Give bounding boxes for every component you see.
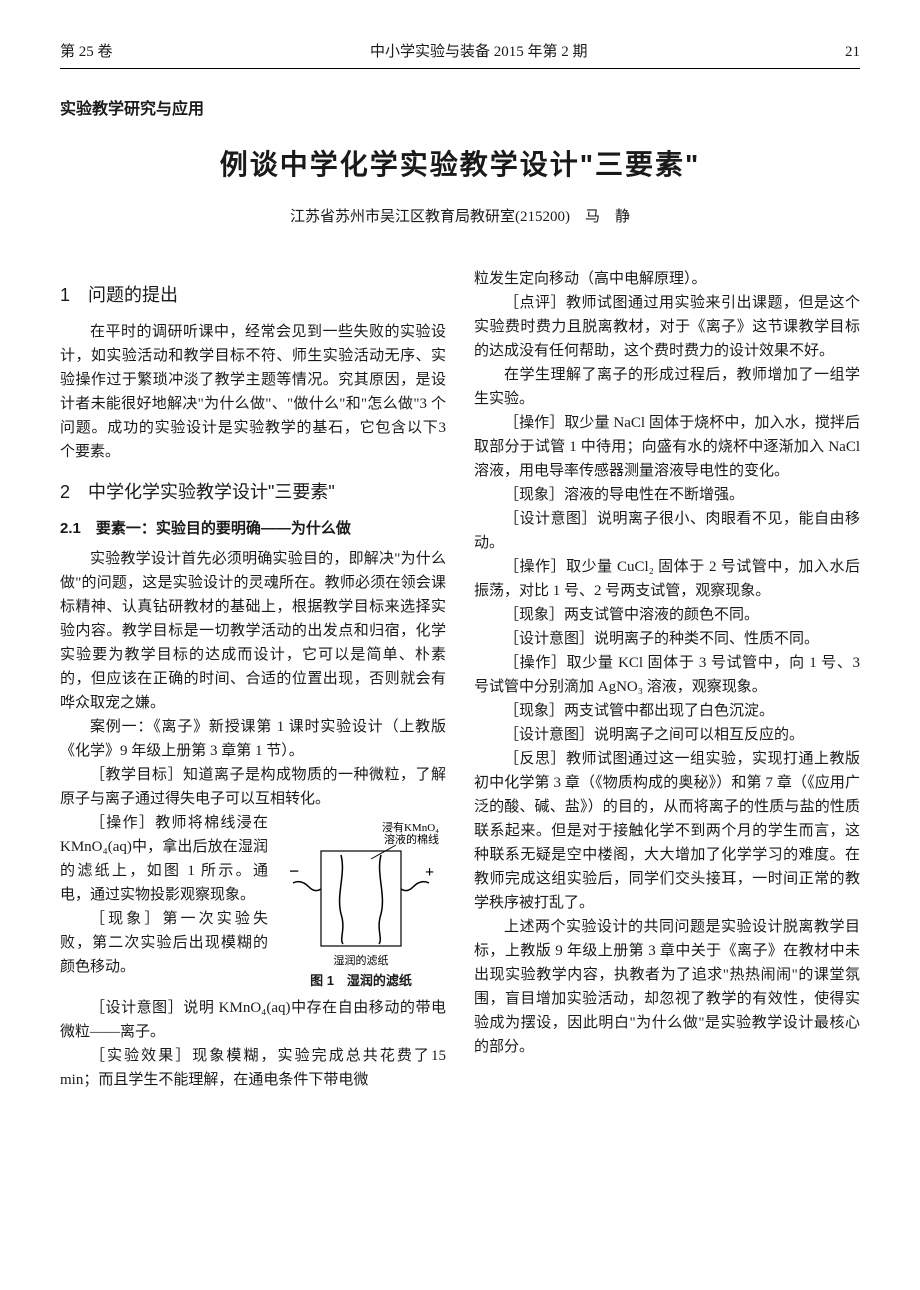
figure-1: 浸有KMnO₄ 溶液的棉线 − + 湿润的滤纸 图 1 湿润的滤纸 — [276, 819, 446, 992]
plus-terminal: + — [425, 864, 434, 881]
para: ［现象］两支试管中溶液的颜色不同。 — [474, 603, 860, 627]
para: ［教学目标］知道离子是构成物质的一种微粒，了解原子与离子通过得失电子可以互相转化… — [60, 763, 446, 811]
para: ［操作］教师将棉线浸在 KMnO₄(aq)中，拿出后放在湿润的滤纸上，如图 1 … — [60, 811, 268, 907]
para: ［操作］取少量 CuCl₂ 固体于 2 号试管中，加入水后振荡，对比 1 号、2… — [474, 555, 860, 603]
cotton-thread — [379, 855, 382, 944]
para: ［反思］教师试图通过这一组实验，实现打通上教版初中化学第 3 章（《物质构成的奥… — [474, 747, 860, 915]
cotton-thread — [340, 855, 343, 944]
text-figure-wrap: ［操作］教师将棉线浸在 KMnO₄(aq)中，拿出后放在湿润的滤纸上，如图 1 … — [60, 811, 446, 996]
filter-paper — [321, 851, 401, 946]
fig-label: 浸有KMnO₄ — [382, 820, 439, 834]
para: ［设计意图］说明离子的种类不同、性质不同。 — [474, 627, 860, 651]
fig-label: 溶液的棉线 — [384, 832, 439, 846]
journal: 中小学实验与装备 2015 年第 2 期 — [370, 40, 588, 64]
para: ［现象］两支试管中都出现了白色沉淀。 — [474, 699, 860, 723]
para: ［设计意图］说明离子之间可以相互反应的。 — [474, 723, 860, 747]
para: ［现象］溶液的导电性在不断增强。 — [474, 483, 860, 507]
para-continuation: 粒发生定向移动（高中电解原理）。 — [474, 267, 860, 291]
page-header: 第 25 卷 中小学实验与装备 2015 年第 2 期 21 — [60, 40, 860, 69]
figure-caption: 图 1 湿润的滤纸 — [276, 971, 446, 992]
para: ［点评］教师试图通过用实验来引出课题，但是这个实验费时费力且脱离教材，对于《离子… — [474, 291, 860, 363]
volume: 第 25 卷 — [60, 40, 113, 64]
article-author: 江苏省苏州市吴江区教育局教研室(215200) 马 静 — [60, 205, 860, 229]
para: 在平时的调研听课中，经常会见到一些失败的实验设计，如实验活动和教学目标不符、师生… — [60, 320, 446, 464]
section-label: 实验教学研究与应用 — [60, 97, 860, 123]
filter-paper-diagram: 浸有KMnO₄ 溶液的棉线 − + 湿润的滤纸 — [281, 819, 441, 969]
page-number: 21 — [845, 40, 860, 64]
article-title: 例谈中学化学实验教学设计"三要素" — [60, 143, 860, 188]
para: 上述两个实验设计的共同问题是实验设计脱离教学目标，上教版 9 年级上册第 3 章… — [474, 915, 860, 1059]
para: 在学生理解了离子的形成过程后，教师增加了一组学生实验。 — [474, 363, 860, 411]
body-columns: 1 问题的提出 在平时的调研听课中，经常会见到一些失败的实验设计，如实验活动和教… — [60, 267, 860, 1091]
para: ［操作］取少量 KCl 固体于 3 号试管中，向 1 号、3 号试管中分别滴加 … — [474, 651, 860, 699]
minus-terminal: − — [289, 861, 299, 881]
para: ［现象］第一次实验失败，第二次实验后出现模糊的颜色移动。 — [60, 907, 268, 979]
fig-label: 湿润的滤纸 — [334, 953, 389, 967]
heading-1: 2 中学化学实验教学设计"三要素" — [60, 478, 446, 507]
electrode-wire — [293, 882, 321, 891]
pointer-line — [371, 845, 396, 859]
para: ［设计意图］说明 KMnO₄(aq)中存在自由移动的带电微粒——离子。 — [60, 996, 446, 1044]
heading-2: 2.1 要素一：实验目的要明确——为什么做 — [60, 517, 446, 541]
para: ［实验效果］现象模糊，实验完成总共花费了15 min；而且学生不能理解，在通电条… — [60, 1044, 446, 1092]
para: ［操作］取少量 NaCl 固体于烧杯中，加入水，搅拌后取部分于试管 1 中待用；… — [474, 411, 860, 483]
electrode-wire — [401, 882, 429, 891]
heading-1: 1 问题的提出 — [60, 281, 446, 310]
para: 案例一：《离子》新授课第 1 课时实验设计（上教版《化学》9 年级上册第 3 章… — [60, 715, 446, 763]
para: ［设计意图］说明离子很小、肉眼看不见，能自由移动。 — [474, 507, 860, 555]
para: 实验教学设计首先必须明确实验目的，即解决"为什么做"的问题，这是实验设计的灵魂所… — [60, 547, 446, 715]
